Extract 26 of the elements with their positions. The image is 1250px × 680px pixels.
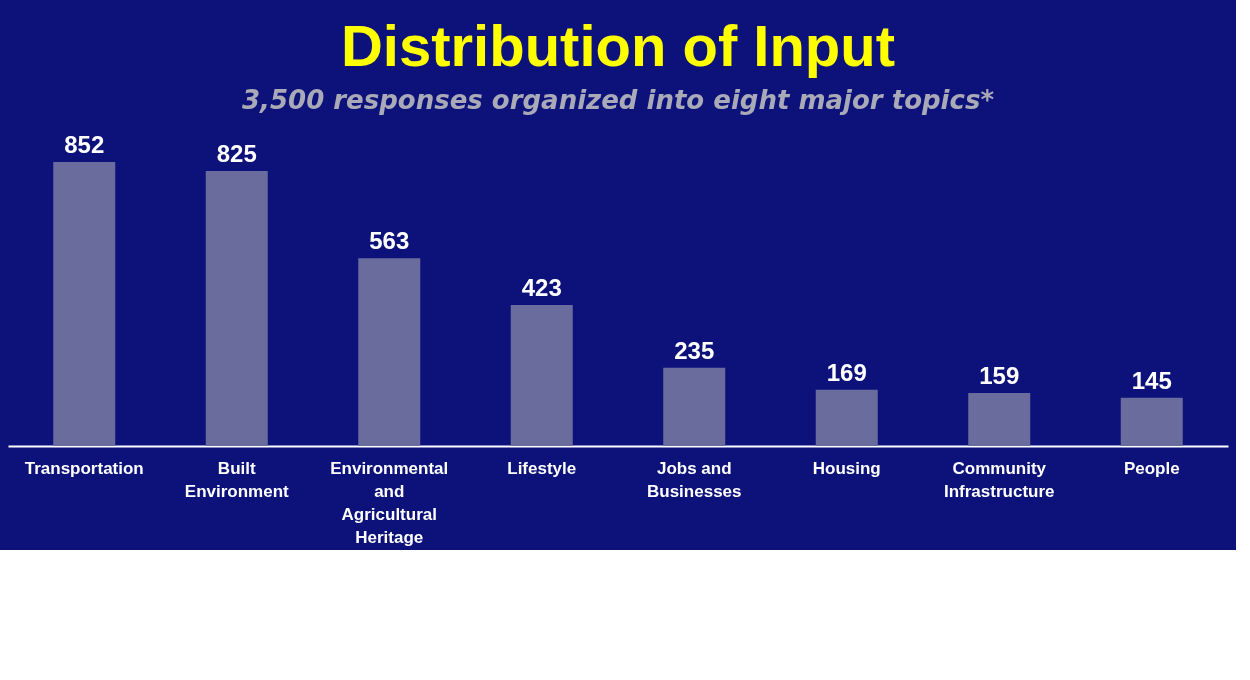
chart-title: Distribution of Input	[340, 13, 896, 78]
data-label: 852	[64, 131, 105, 158]
x-tick-label: Lifestyle	[507, 458, 577, 478]
x-tick-label: Environmental and Agricultural Heritage	[330, 458, 449, 547]
x-tick-label: People	[1123, 458, 1180, 478]
x-tick-label: Transportation	[24, 458, 144, 478]
bar	[815, 389, 878, 446]
chart-subtitle: 3,500 responses organized into eight major topics*	[241, 85, 995, 115]
data-label: 159	[979, 362, 1020, 389]
x-tick-label: Jobs and Businesses	[647, 458, 742, 501]
data-label: 145	[1131, 366, 1172, 394]
data-label: 423	[521, 274, 562, 301]
x-tick-label: Housing	[812, 458, 881, 478]
bar	[358, 258, 421, 446]
bar	[205, 171, 268, 446]
data-label: 563	[369, 227, 410, 255]
bar	[53, 162, 116, 446]
x-tick-label: Community Infrastructure	[943, 458, 1055, 501]
bar	[663, 367, 726, 446]
data-label: 825	[216, 140, 257, 167]
x-tick-label: Built Environment	[184, 458, 290, 501]
bar	[1120, 397, 1183, 446]
bar	[510, 305, 573, 446]
data-label: 169	[826, 358, 867, 386]
bar	[968, 393, 1031, 446]
data-label: 235	[674, 336, 715, 364]
